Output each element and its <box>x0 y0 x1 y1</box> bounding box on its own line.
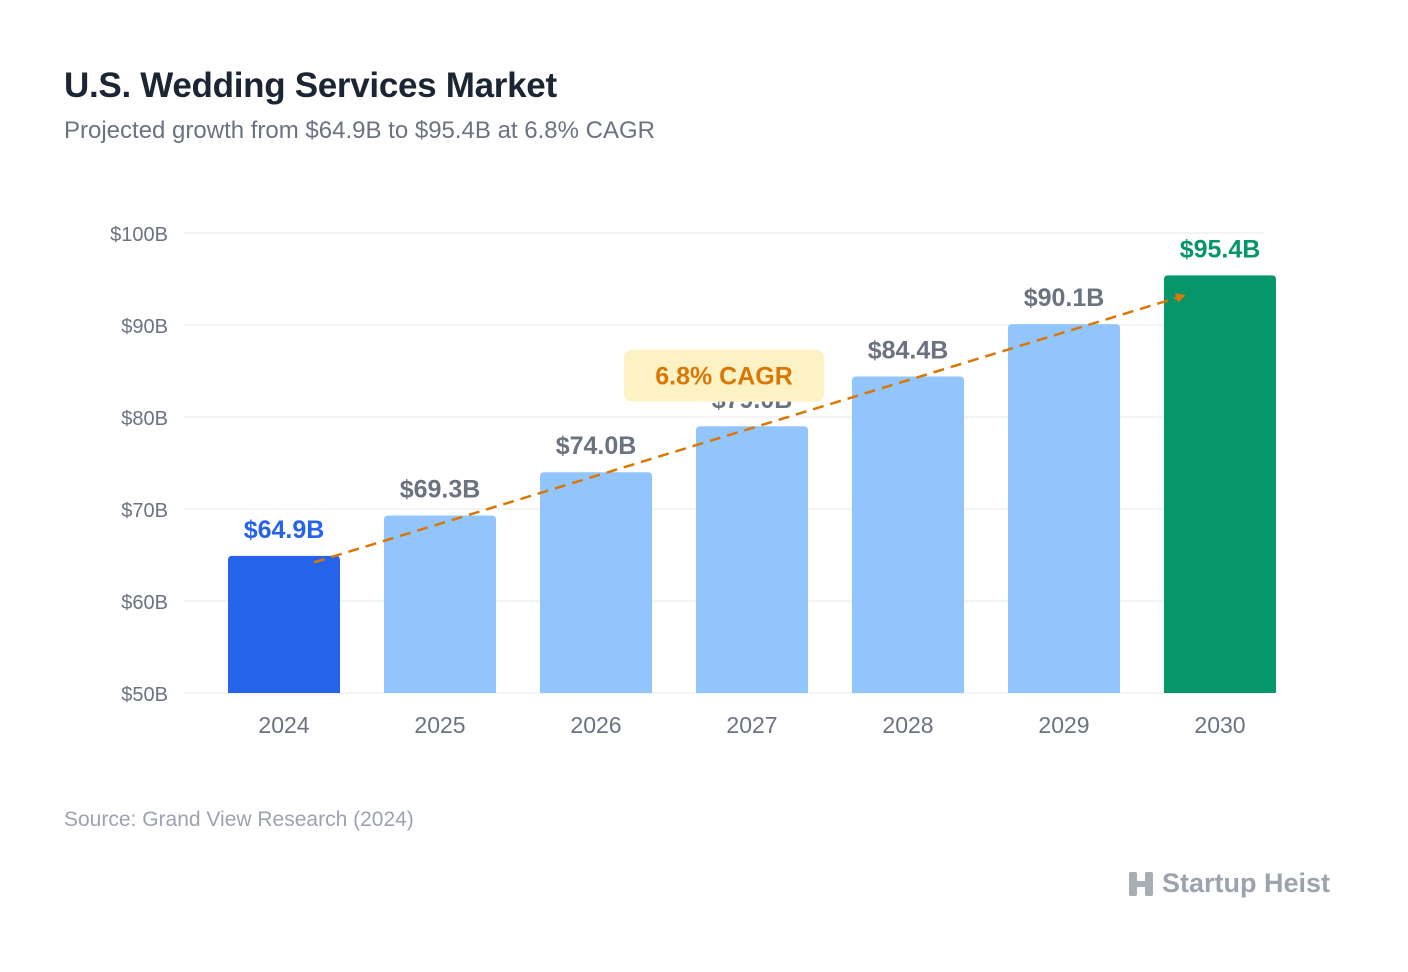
y-tick-label: $70B <box>121 500 168 522</box>
y-axis: $50B $60B $70B $80B $90B $100B <box>110 224 168 706</box>
bar-2029 <box>1008 324 1120 693</box>
bar-2025 <box>384 515 496 693</box>
value-label-2024: $64.9B <box>244 516 325 544</box>
cagr-badge <box>624 349 824 402</box>
building-logo-icon <box>1129 871 1153 896</box>
x-tick-label: 2028 <box>882 712 933 738</box>
trend-arrow <box>313 293 1186 564</box>
value-label-2025: $69.3B <box>400 475 481 503</box>
bar-2028 <box>852 376 964 693</box>
chart-subtitle: Projected growth from $64.9B to $95.4B a… <box>64 117 655 144</box>
x-tick-label: 2024 <box>258 712 309 738</box>
value-labels: $64.9B$69.3B$74.0B$79.0B$84.4B$90.1B$95.… <box>244 235 1261 544</box>
value-label-2026: $74.0B <box>556 432 637 460</box>
bar-2026 <box>540 472 652 693</box>
chart-title: U.S. Wedding Services Market <box>64 66 557 105</box>
cagr-annotation: 6.8% CAGR <box>313 293 1186 564</box>
brand-logo: Startup Heist <box>1128 868 1330 899</box>
y-tick-label: $100B <box>110 224 168 246</box>
x-tick-label: 2029 <box>1038 712 1089 738</box>
x-tick-label: 2027 <box>726 712 777 738</box>
y-tick-label: $80B <box>121 408 168 430</box>
bar-2024 <box>228 555 340 693</box>
y-tick-label: $60B <box>121 592 168 614</box>
source-note: Source: Grand View Research (2024) <box>64 808 414 831</box>
y-tick-label: $90B <box>121 316 168 338</box>
y-tick-label: $50B <box>121 684 168 706</box>
value-label-2028: $84.4B <box>868 337 949 365</box>
bar-chart: $50B $60B $70B $80B $90B $100B $64.9B $69.3B $7… <box>110 224 1276 738</box>
value-label-2030: $95.4B <box>1180 235 1261 263</box>
brand-name: Startup Heist <box>1162 868 1331 898</box>
x-axis: 2024 2025 2026 2027 2028 2029 2030 <box>258 712 1245 738</box>
x-tick-label: 2026 <box>570 712 621 738</box>
x-tick-label: 2030 <box>1194 712 1245 738</box>
value-label-2029: $90.1B <box>1024 284 1105 312</box>
bar-2030 <box>1164 275 1276 693</box>
bars <box>228 275 1276 693</box>
bar-2027 <box>696 426 808 693</box>
cagr-badge-label: 6.8% CAGR <box>655 363 793 391</box>
x-tick-label: 2025 <box>414 712 465 738</box>
